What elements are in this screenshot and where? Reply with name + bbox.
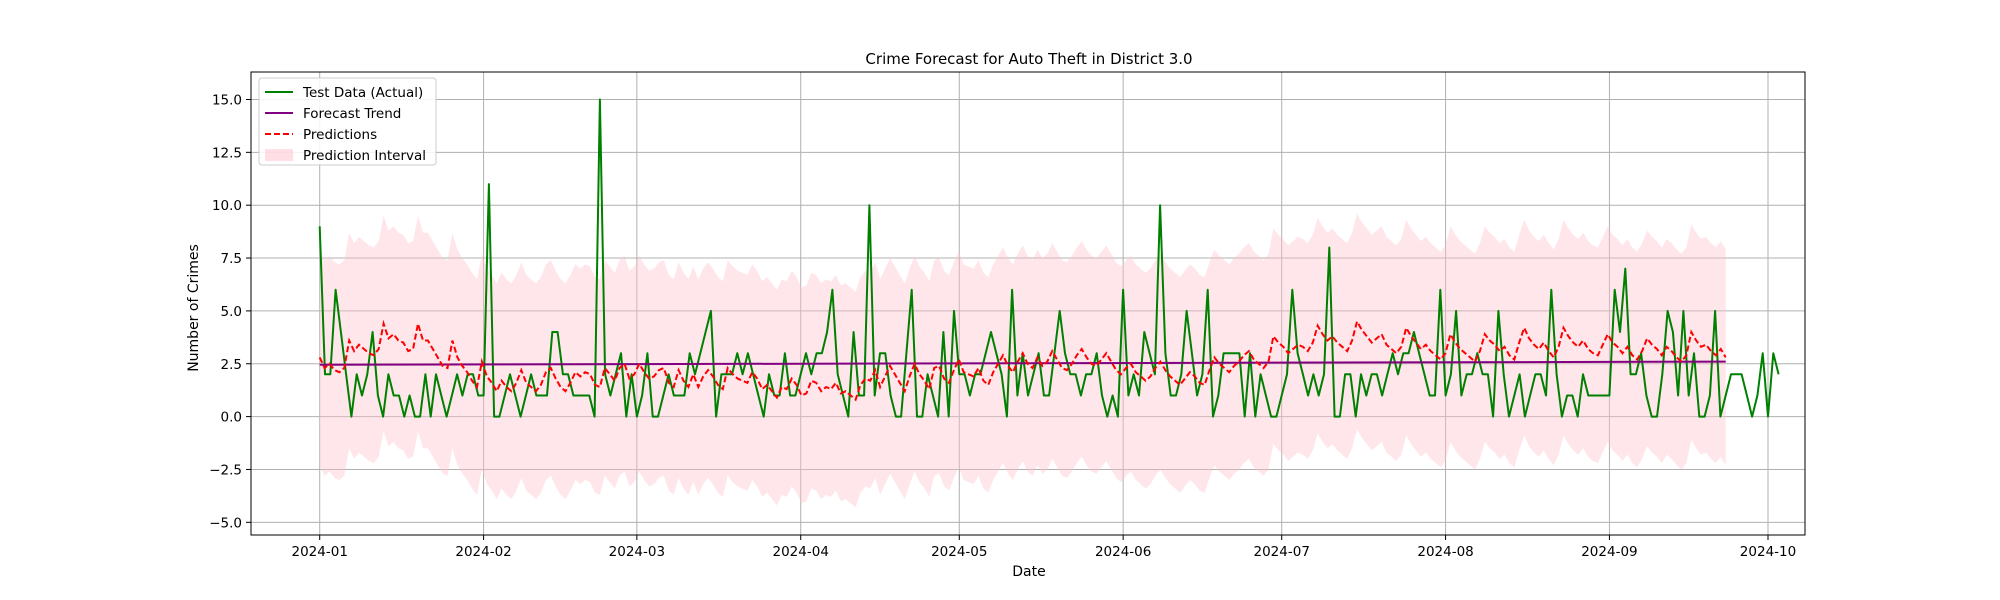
y-axis-label: Number of Crimes (186, 244, 202, 372)
x-tick-label: 2024-07 (1254, 544, 1310, 560)
x-tick-label: 2024-08 (1417, 544, 1473, 560)
y-tick-label: −2.5 (209, 462, 242, 478)
legend-label-1: Forecast Trend (303, 106, 401, 122)
legend-box (258, 77, 437, 166)
y-axis-ticks: −5.0 −2.5 0.0 2.5 5.0 7.5 10.0 12.5 15.0 (209, 92, 251, 531)
y-tick-label: 12.5 (212, 145, 242, 161)
legend-label-3: Prediction Interval (303, 148, 426, 164)
y-tick-label: 10.0 (212, 198, 242, 214)
x-axis-ticks: 2024-01 2024-02 2024-03 2024-04 2024-05 2024-… (292, 535, 1796, 560)
plot-area (250, 71, 1806, 536)
plot-frame (250, 71, 1806, 536)
forecast-trend-line (319, 360, 1726, 366)
x-tick-label: 2024-09 (1581, 544, 1637, 560)
legend: Test Data (Actual) Forecast Trend Predicti… (258, 77, 437, 166)
x-tick-label: 2024-05 (931, 544, 987, 560)
legend-label-0: Test Data (Actual) (302, 85, 423, 101)
chart-title: Crime Forecast for Auto Theft in Distric… (865, 50, 1192, 68)
x-axis-label: Date (1012, 564, 1045, 580)
actual-data-line (318, 98, 1780, 418)
x-tick-label: 2024-04 (773, 544, 829, 560)
y-tick-label: −5.0 (209, 515, 242, 531)
x-tick-label: 2024-03 (609, 544, 665, 560)
y-tick-label: 2.5 (221, 357, 242, 373)
x-tick-label: 2024-01 (292, 544, 348, 560)
legend-swatch-3 (265, 149, 293, 161)
predictions-line (318, 318, 1727, 402)
y-tick-label: 5.0 (221, 304, 242, 320)
y-tick-label: 0.0 (221, 410, 242, 426)
y-tick-label: 15.0 (212, 92, 242, 108)
x-tick-label: 2024-10 (1740, 544, 1796, 560)
legend-label-2: Predictions (303, 127, 377, 143)
x-tick-label: 2024-06 (1095, 544, 1151, 560)
x-tick-label: 2024-02 (455, 544, 511, 560)
y-tick-label: 7.5 (221, 251, 242, 267)
